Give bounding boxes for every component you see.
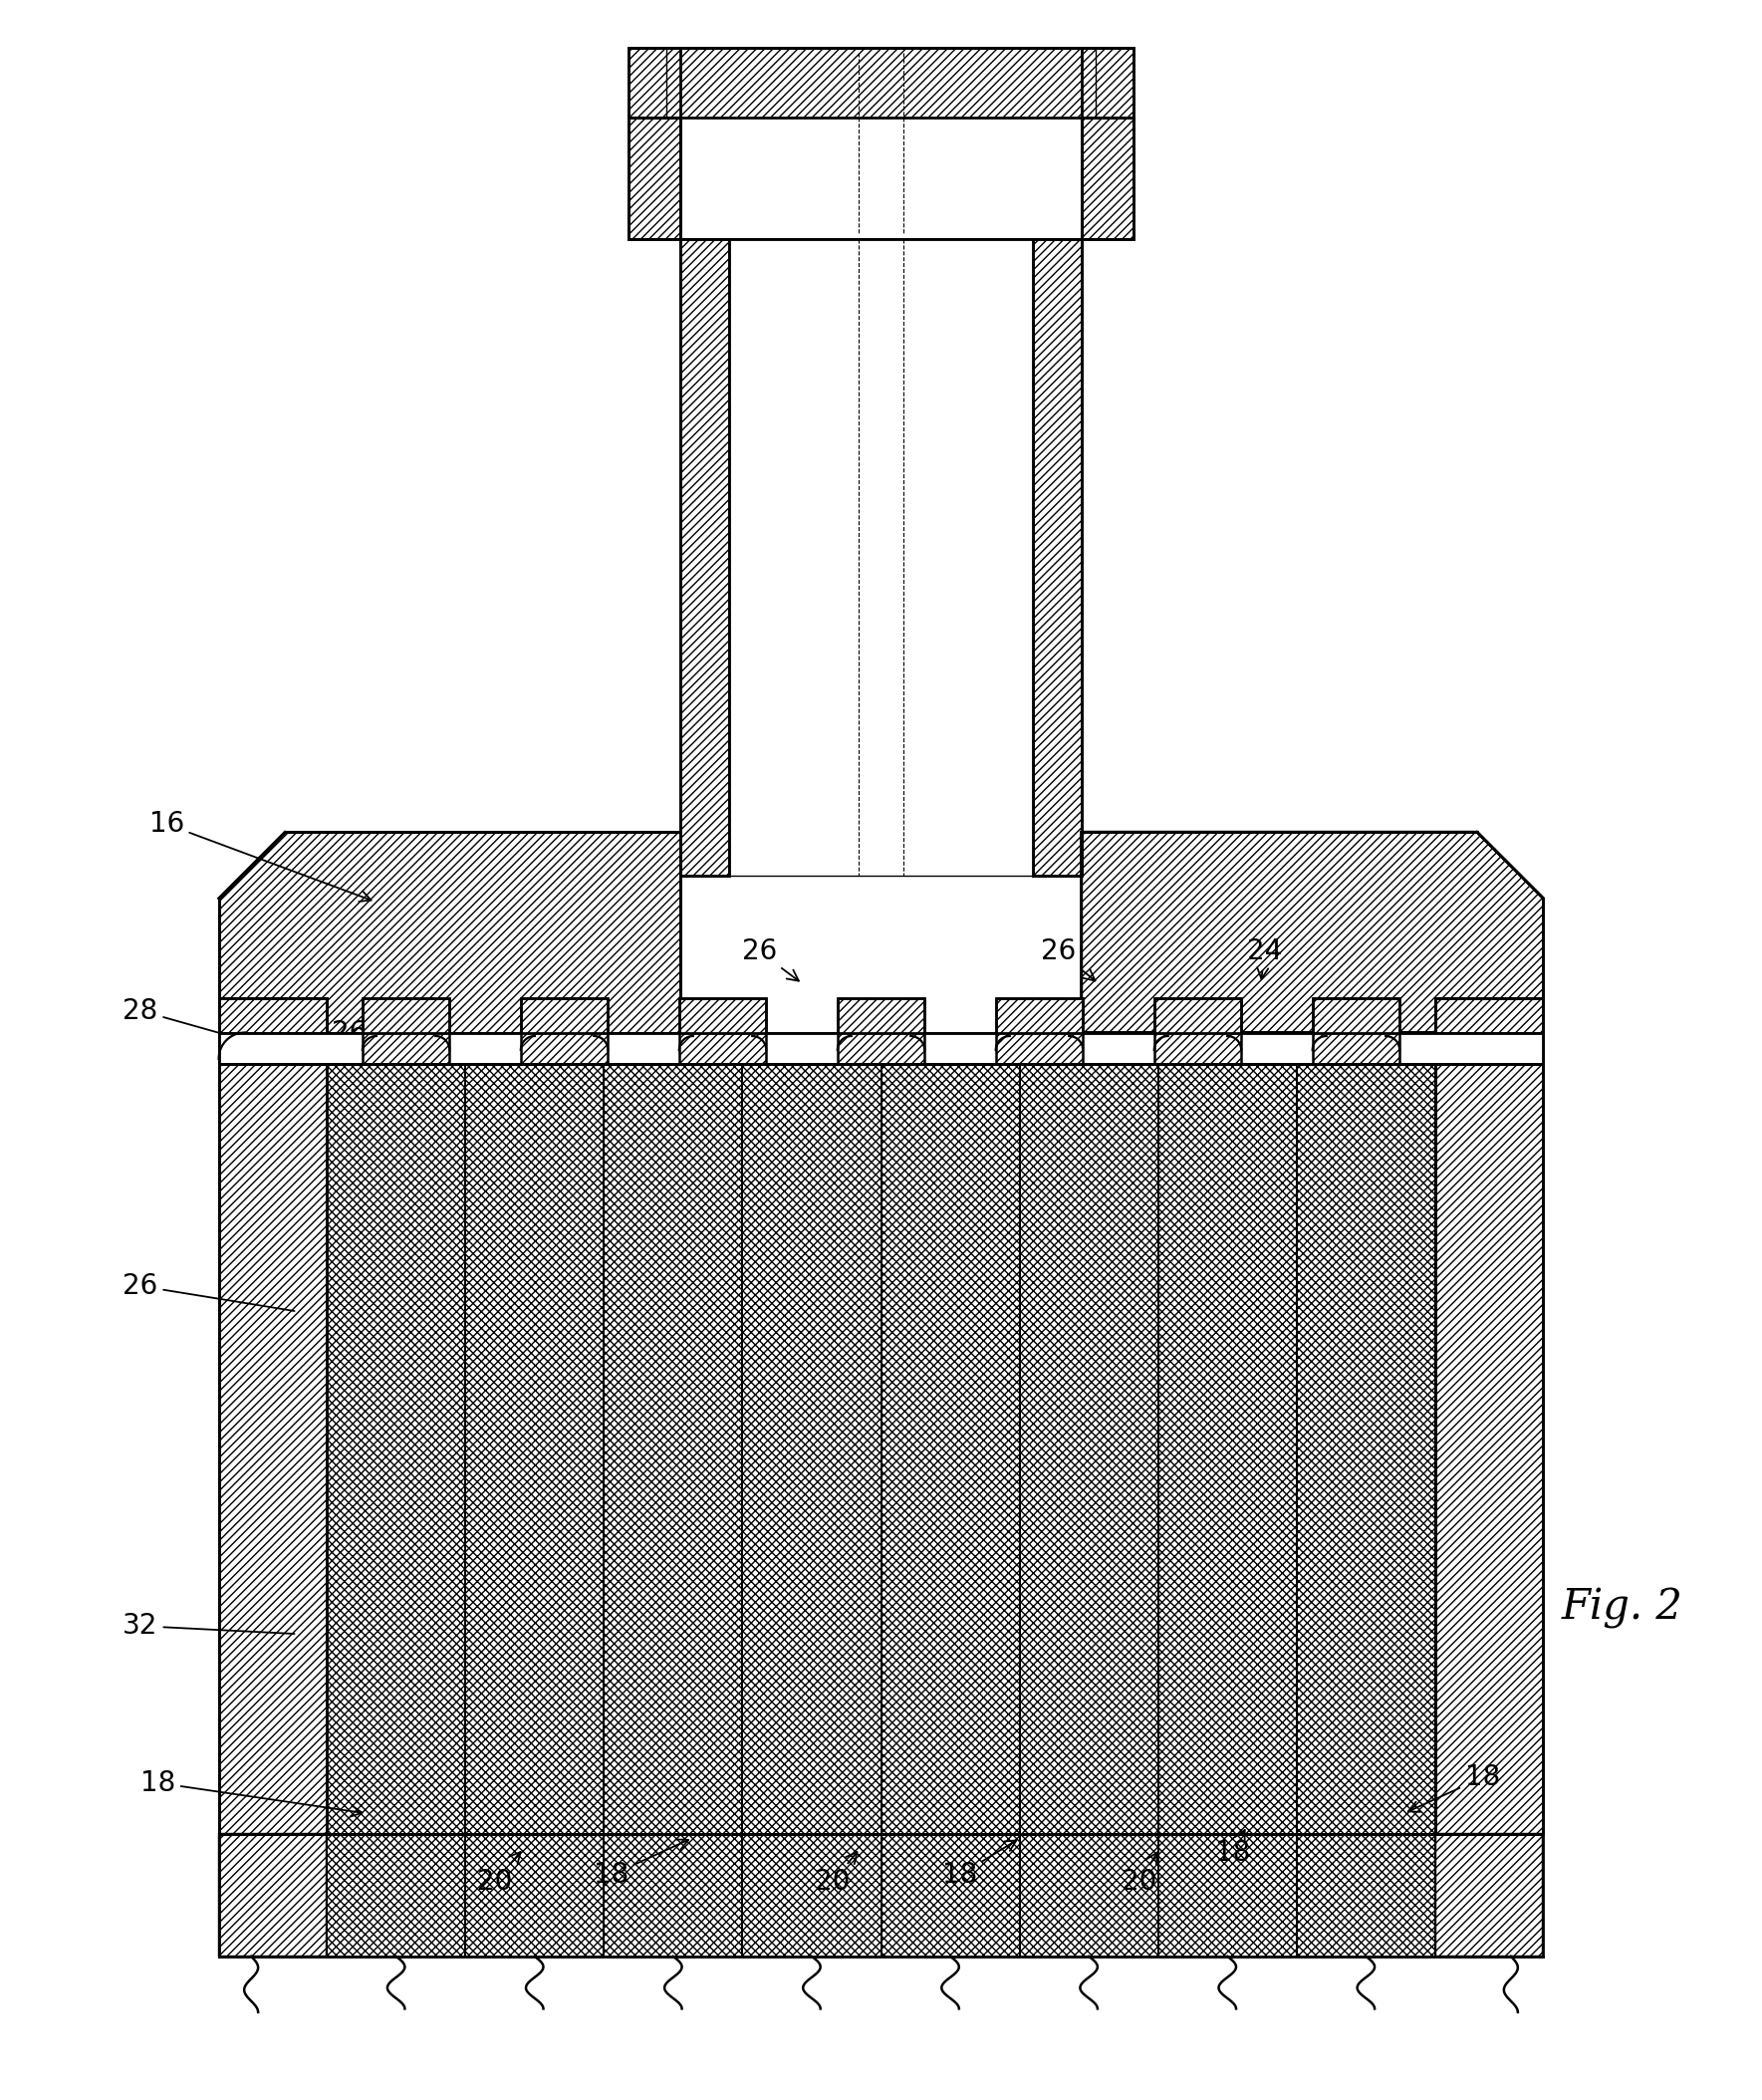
Text: 26: 26: [123, 1273, 294, 1310]
Polygon shape: [1033, 239, 1082, 876]
Polygon shape: [1082, 832, 1544, 1033]
Text: 28: 28: [123, 998, 277, 1050]
Text: 18: 18: [943, 1840, 1017, 1890]
Polygon shape: [604, 1065, 742, 1835]
Polygon shape: [742, 1835, 881, 1957]
Polygon shape: [881, 1835, 1020, 1957]
Text: 18: 18: [1216, 1829, 1251, 1867]
Polygon shape: [881, 1065, 1020, 1835]
Polygon shape: [1154, 998, 1240, 1065]
Polygon shape: [996, 998, 1084, 1065]
Polygon shape: [742, 1065, 881, 1835]
Text: 26: 26: [1041, 937, 1096, 981]
Polygon shape: [465, 1835, 604, 1957]
Polygon shape: [218, 1065, 326, 1835]
Polygon shape: [680, 239, 729, 876]
Polygon shape: [1436, 1065, 1544, 1835]
Polygon shape: [218, 998, 326, 1065]
Polygon shape: [629, 48, 1133, 118]
Polygon shape: [678, 998, 766, 1065]
Polygon shape: [326, 1835, 465, 1957]
Polygon shape: [465, 1065, 604, 1835]
Polygon shape: [629, 118, 680, 239]
Polygon shape: [1020, 1835, 1158, 1957]
Text: Fig. 2: Fig. 2: [1561, 1588, 1683, 1630]
Text: 16: 16: [150, 811, 372, 901]
Text: 24: 24: [1247, 937, 1283, 979]
Polygon shape: [363, 998, 449, 1065]
Polygon shape: [218, 832, 680, 1033]
Polygon shape: [1082, 118, 1133, 239]
Bar: [218, 1033, 1544, 1065]
Polygon shape: [837, 998, 925, 1065]
Polygon shape: [1158, 1835, 1297, 1957]
Bar: [729, 239, 1033, 876]
Text: 20: 20: [1121, 1852, 1158, 1896]
Text: 26: 26: [742, 937, 798, 981]
Polygon shape: [1158, 1065, 1297, 1835]
Polygon shape: [1436, 998, 1544, 1065]
Polygon shape: [1297, 1835, 1436, 1957]
Polygon shape: [604, 1835, 742, 1957]
Polygon shape: [522, 998, 608, 1065]
Bar: [680, 48, 1082, 239]
Polygon shape: [218, 1835, 326, 1957]
Text: 32: 32: [123, 1613, 294, 1640]
Polygon shape: [1436, 1835, 1544, 1957]
Text: 26: 26: [331, 1002, 426, 1048]
Text: 20: 20: [814, 1852, 856, 1896]
Text: 18: 18: [594, 1840, 689, 1890]
Text: 18: 18: [1408, 1764, 1499, 1812]
Polygon shape: [1297, 1065, 1436, 1835]
Text: 20: 20: [478, 1852, 520, 1896]
Polygon shape: [326, 1065, 465, 1835]
Polygon shape: [1313, 998, 1399, 1065]
Text: 18: 18: [141, 1768, 363, 1816]
Polygon shape: [1020, 1065, 1158, 1835]
